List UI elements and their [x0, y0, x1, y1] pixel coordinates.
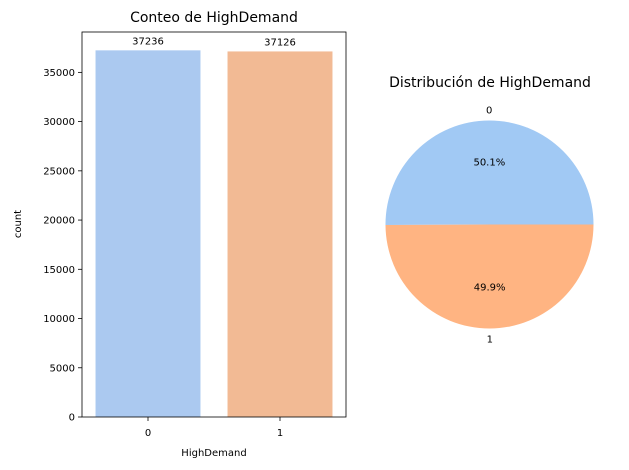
y-axis-ticks: 0 5000 10000 15000 20000 25000 30000 35000: [43, 68, 82, 424]
y-axis-label: count: [13, 210, 24, 238]
pie-percent-label: 49.9%: [474, 282, 506, 293]
pie-slice-1: [385, 224, 594, 329]
y-tick-label: 0: [69, 413, 75, 424]
bar-0: [95, 50, 201, 417]
x-tick-label: 1: [277, 428, 283, 439]
pie-slice-0: [385, 120, 594, 225]
y-tick-label: 30000: [43, 117, 75, 128]
bar-chart: Conteo de HighDemand 37236 37126 05000100…: [13, 10, 347, 459]
pie-chart-title: Distribución de HighDemand: [389, 75, 591, 91]
bar-plot-frame: [81, 31, 347, 418]
y-tick-label: 35000: [43, 68, 75, 79]
bar-1: [227, 51, 333, 418]
bar-data-label: 37236: [132, 36, 164, 47]
pie-slices: 0 50.1% 1 49.9%: [385, 106, 594, 345]
bar-series: 37236 37126: [95, 36, 333, 418]
y-tick-label: 20000: [43, 216, 75, 227]
pie-slice-label: 0: [486, 106, 492, 117]
pie-slice-label: 1: [487, 334, 493, 345]
y-tick-label: 15000: [43, 265, 75, 276]
pie-percent-label: 50.1%: [473, 158, 505, 169]
y-tick-label: 5000: [50, 363, 75, 374]
x-tick-label: 0: [145, 428, 151, 439]
y-tick-label: 25000: [43, 166, 75, 177]
bar-data-label: 37126: [264, 37, 296, 48]
x-axis-label: HighDemand: [181, 448, 246, 459]
bar-chart-title: Conteo de HighDemand: [130, 10, 298, 26]
pie-chart: Distribución de HighDemand 0 50.1% 1 49.9%: [385, 75, 594, 345]
y-tick-label: 10000: [43, 314, 75, 325]
